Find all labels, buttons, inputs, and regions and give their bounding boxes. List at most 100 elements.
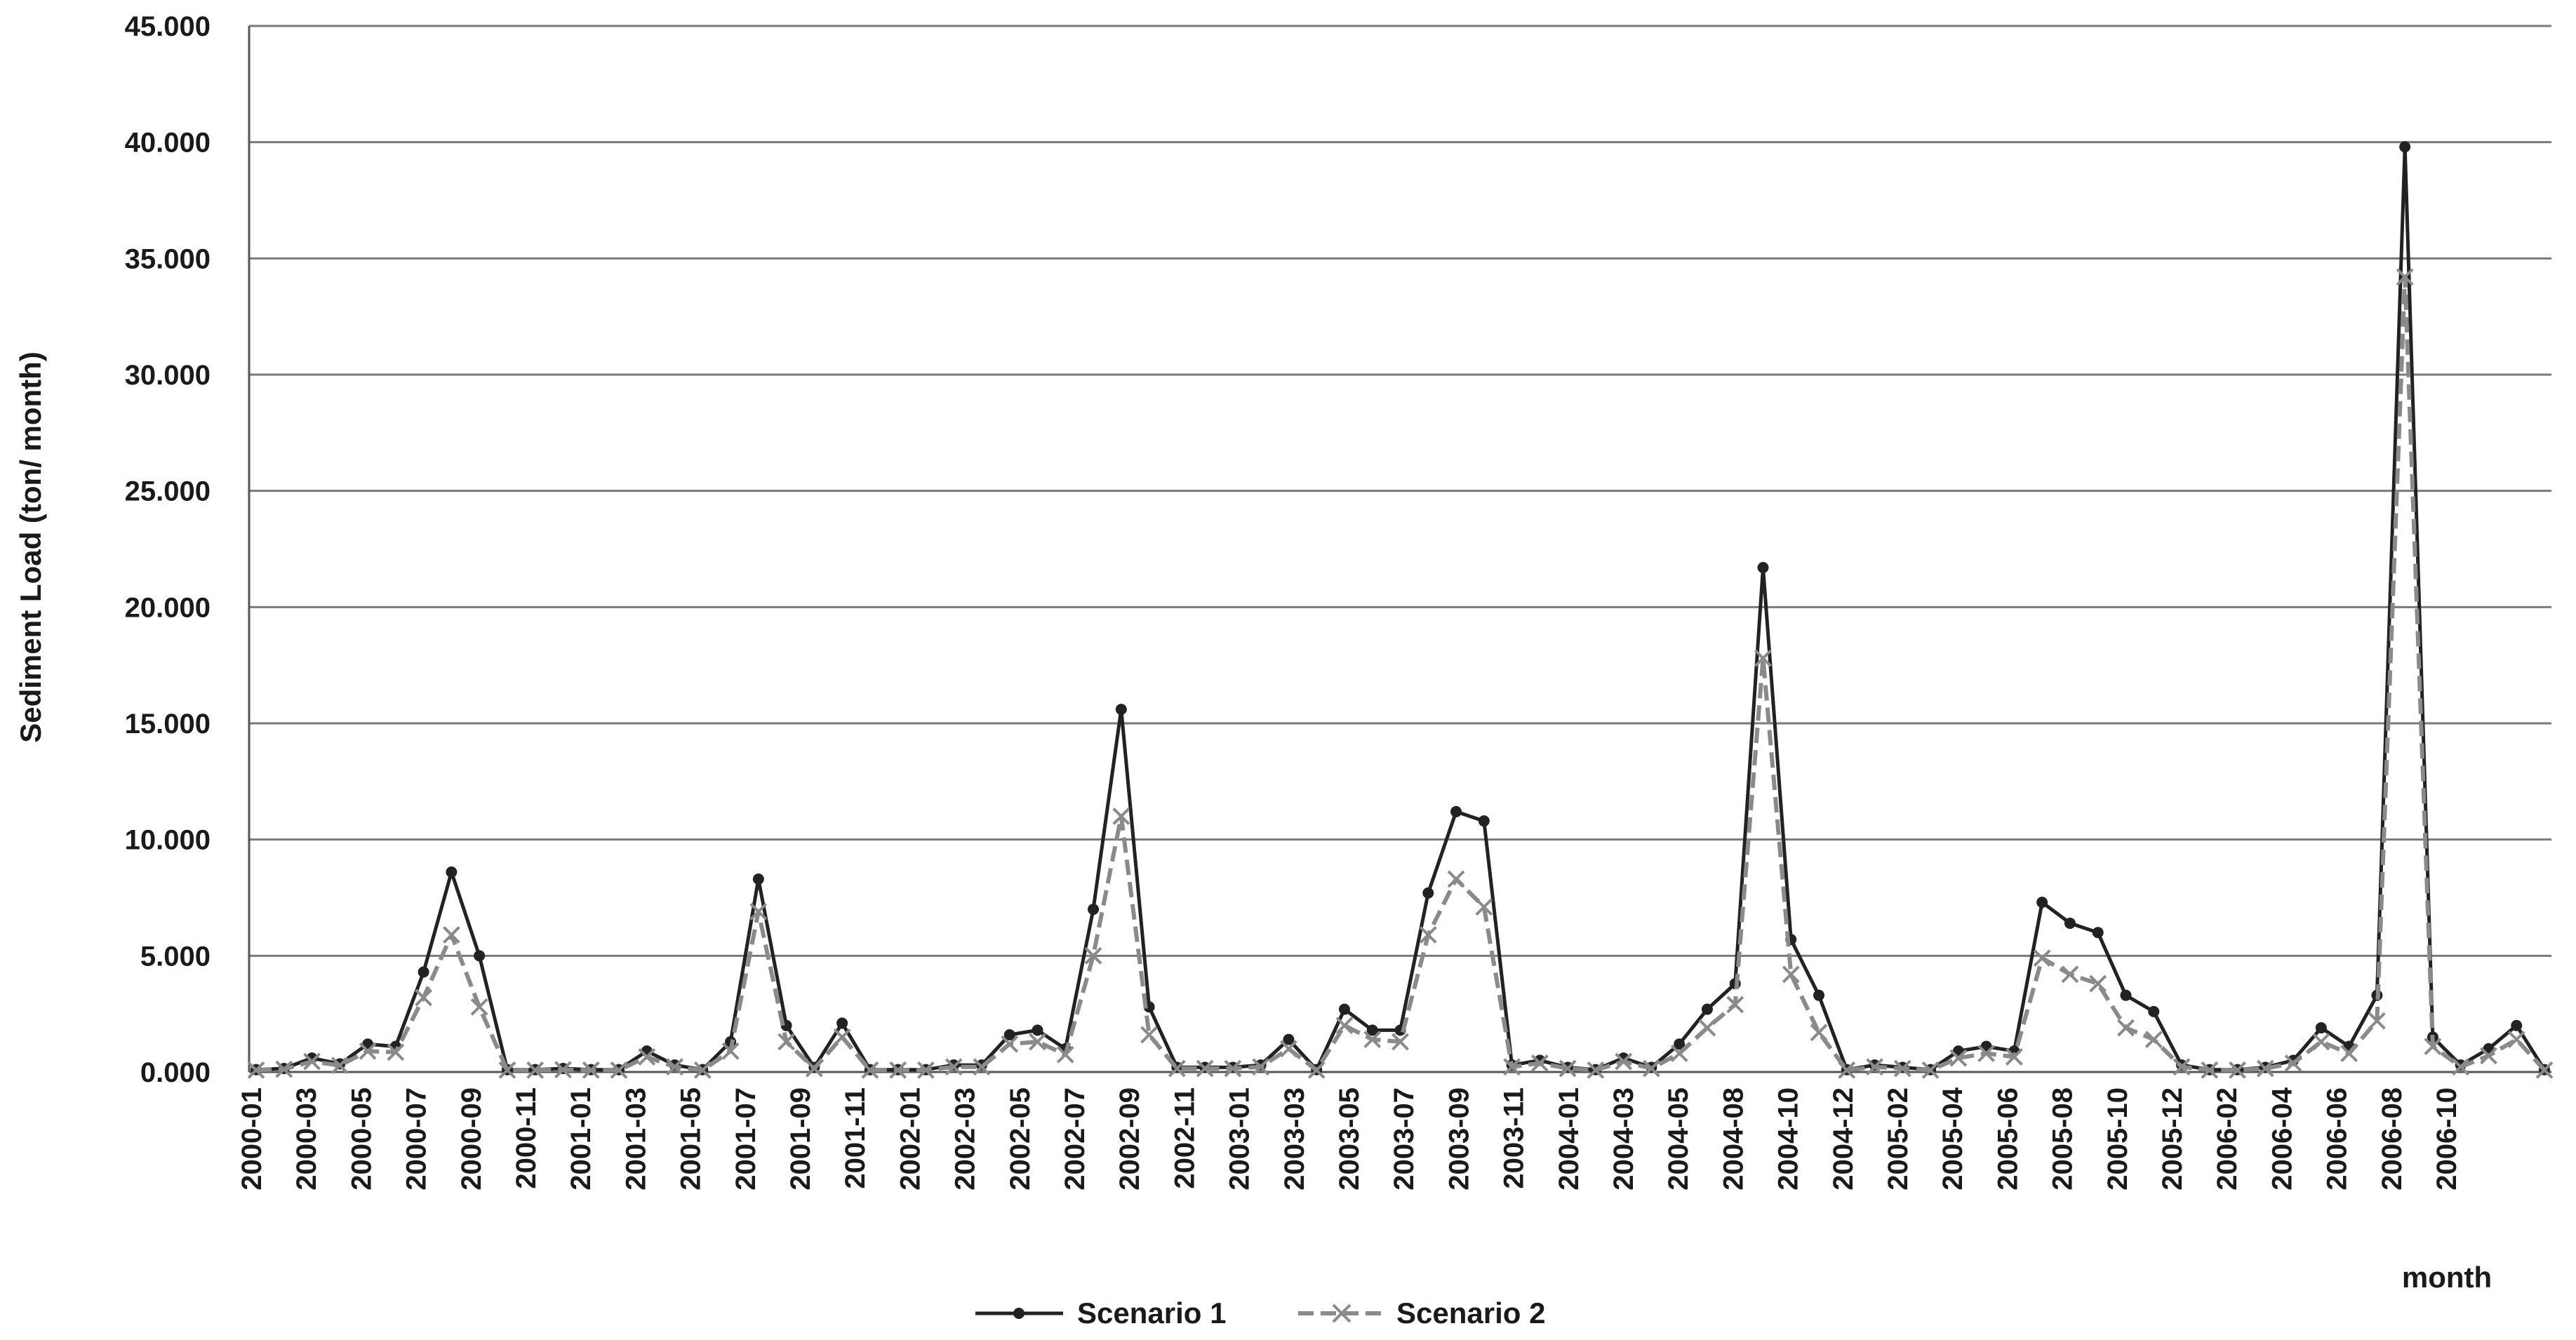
data-point-scenario-2 (2144, 1031, 2163, 1049)
y-tick-label: 30.000 (125, 360, 211, 391)
x-tick-label: 2006-02 (2212, 1087, 2243, 1191)
y-tick-label: 25.000 (125, 476, 211, 507)
y-tick-label: 45.000 (125, 11, 211, 42)
data-point-scenario-2 (889, 1061, 907, 1079)
data-point-scenario-1 (1478, 815, 1490, 827)
data-point-scenario-1 (836, 1017, 848, 1029)
data-point-scenario-2 (1866, 1058, 1883, 1076)
data-point-scenario-2 (805, 1059, 823, 1078)
x-tick-label: 2006-06 (2322, 1087, 2353, 1191)
data-point-scenario-2 (442, 926, 460, 944)
data-point-scenario-2 (861, 1061, 879, 1079)
x-tick-label: 2005-02 (1883, 1087, 1914, 1191)
data-point-scenario-2 (2089, 974, 2107, 993)
x-tick-label: 2003-07 (1389, 1087, 1420, 1191)
data-point-scenario-2 (247, 1061, 265, 1079)
data-point-scenario-1 (446, 866, 458, 878)
x-tick-label: 2001-05 (676, 1087, 707, 1191)
data-point-scenario-2 (2173, 1058, 2191, 1076)
data-point-scenario-2 (1419, 926, 1437, 944)
data-point-scenario-2 (2256, 1059, 2274, 1078)
y-tick-label: 20.000 (125, 592, 211, 623)
x-tick-label: 2004-08 (1718, 1087, 1749, 1191)
data-point-scenario-1 (2148, 1005, 2160, 1017)
legend-label: Scenario 2 (1396, 1297, 1545, 1329)
data-point-scenario-2 (1587, 1061, 1605, 1079)
grid-layer (249, 25, 2551, 1073)
data-point-scenario-1 (1088, 904, 1100, 916)
data-point-scenario-2 (833, 1028, 851, 1046)
data-point-scenario-2 (2284, 1054, 2302, 1072)
data-point-scenario-2 (2340, 1045, 2358, 1062)
data-point-scenario-2 (1893, 1059, 1911, 1078)
data-point-scenario-2 (666, 1058, 683, 1076)
axis-layer (248, 26, 2551, 1073)
data-point-scenario-2 (2507, 1031, 2525, 1049)
data-point-scenario-2 (778, 1033, 796, 1051)
data-point-scenario-2 (721, 1042, 740, 1060)
data-point-scenario-2 (1726, 996, 1744, 1014)
data-point-scenario-2 (2005, 1048, 2023, 1066)
y-tick-label: 10.000 (125, 825, 211, 856)
data-point-scenario-2 (1252, 1058, 1270, 1076)
data-point-scenario-2 (1754, 649, 1772, 667)
data-point-scenario-2 (749, 902, 768, 920)
data-point-scenario-1 (752, 873, 764, 885)
data-point-scenario-2 (331, 1057, 349, 1075)
x-tick-label: 2005-10 (2102, 1087, 2133, 1191)
data-point-scenario-2 (387, 1043, 405, 1061)
x-tick-label: 2004-10 (1773, 1087, 1804, 1191)
legend-item-scenario-1: Scenario 1 (975, 1297, 1226, 1329)
data-point-scenario-2 (1112, 808, 1130, 825)
data-point-scenario-2 (1307, 1061, 1326, 1079)
x-tick-label: 2003-09 (1443, 1087, 1474, 1191)
x-tick-label: 2005-06 (1992, 1087, 2023, 1191)
data-point-scenario-2 (1001, 1035, 1019, 1053)
data-point-scenario-2 (303, 1052, 321, 1071)
y-axis-title: Sediment Load (ton/ month) (14, 351, 47, 743)
data-point-scenario-2 (1615, 1052, 1633, 1071)
data-point-scenario-2 (1475, 898, 1493, 916)
x-tick-labels: 2000-01 2000-03 2000-05 2000-07 2000-09 2000-… (236, 1087, 2462, 1191)
data-point-scenario-2 (1810, 1024, 1828, 1042)
data-point-scenario-2 (415, 989, 433, 1007)
data-point-scenario-1 (1338, 1003, 1350, 1015)
data-point-scenario-2 (2061, 965, 2079, 984)
legend: Scenario 1 Scenario 2 (975, 1297, 1545, 1329)
x-tick-label: 2000-09 (456, 1087, 487, 1191)
legend-marker (1013, 1308, 1025, 1319)
data-point-scenario-2 (945, 1058, 963, 1076)
x-tick-label: 2006-08 (2377, 1087, 2408, 1191)
data-point-scenario-2 (1949, 1049, 1968, 1067)
x-tick-label: 2001-03 (620, 1087, 651, 1191)
data-point-scenario-2 (1029, 1033, 1046, 1051)
data-point-scenario-2 (2201, 1061, 2219, 1079)
x-tick-label: 2002-07 (1060, 1087, 1090, 1191)
x-tick-label: 2001-09 (785, 1087, 816, 1191)
data-point-scenario-1 (1701, 1003, 1713, 1015)
y-tick-label: 35.000 (125, 243, 211, 274)
data-point-scenario-2 (1838, 1061, 1856, 1079)
data-point-scenario-1 (1422, 887, 1434, 899)
data-point-scenario-2 (1670, 1045, 1688, 1062)
x-tick-label: 2001-11 (840, 1087, 871, 1189)
data-point-scenario-2 (2424, 1038, 2442, 1055)
data-point-scenario-1 (418, 966, 429, 978)
y-tick-label: 40.000 (125, 128, 211, 159)
x-tick-label: 2004-03 (1608, 1087, 1639, 1191)
x-tick-label: 2000-07 (401, 1087, 432, 1191)
data-point-scenario-2 (1224, 1059, 1242, 1078)
data-point-scenario-1 (2315, 1022, 2327, 1034)
data-point-scenario-1 (2511, 1019, 2523, 1031)
data-point-scenario-2 (2452, 1058, 2470, 1076)
data-point-scenario-2 (1363, 1031, 1382, 1049)
data-point-scenario-2 (554, 1061, 572, 1079)
y-tick-labels: 0.000 5.000 10.000 15.000 20.000 25.000 30.000… (125, 11, 211, 1088)
data-point-scenario-2 (359, 1042, 377, 1060)
legend-item-scenario-2: Scenario 2 (1298, 1297, 1545, 1329)
data-point-scenario-2 (1140, 1026, 1158, 1044)
data-point-scenario-2 (1977, 1045, 1996, 1062)
data-point-scenario-2 (1056, 1045, 1074, 1064)
